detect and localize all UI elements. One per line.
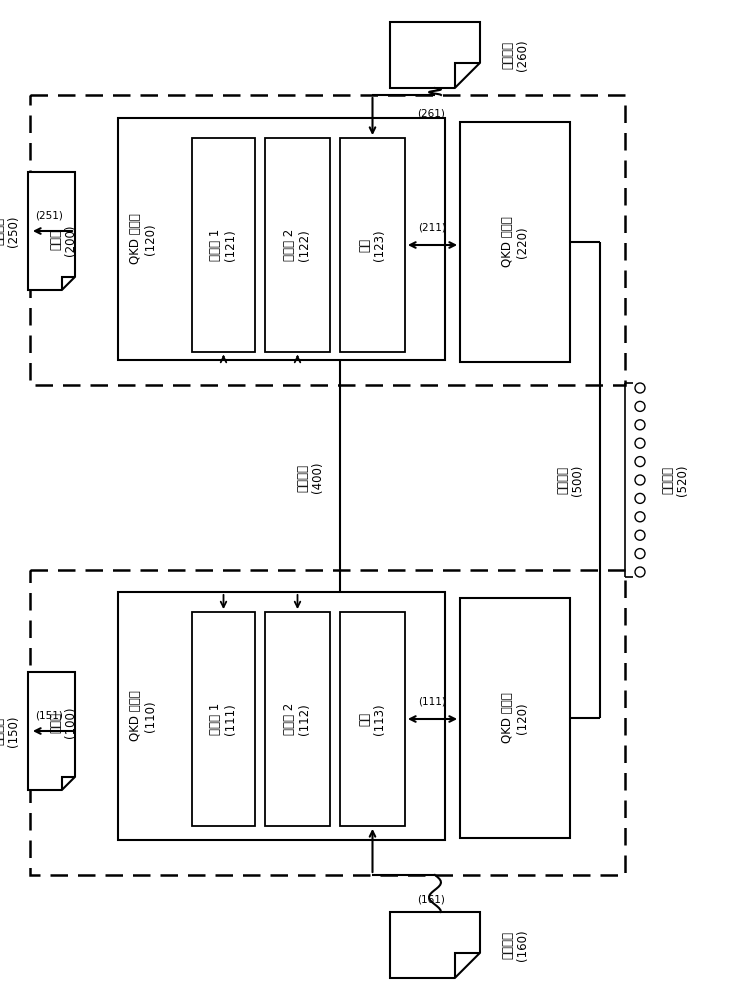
Bar [460,122,570,362]
Text: 服务信道
(400): 服务信道 (400) [296,462,324,493]
Polygon shape [390,912,480,978]
Bar [340,138,405,352]
Text: 接收机
(200): 接收机 (200) [49,224,77,256]
Text: QKD 发射机
(120): QKD 发射机 (120) [501,693,529,743]
Text: 定制参数
(160): 定制参数 (160) [501,929,529,961]
Bar [192,138,255,352]
Text: 控制器 2
(122): 控制器 2 (122) [284,229,312,261]
Bar [265,612,330,826]
Polygon shape [390,22,480,88]
Text: 量子比特
(520): 量子比特 (520) [661,464,689,496]
Text: 定制参数
(260): 定制参数 (260) [501,39,529,71]
Text: 控制器 1
(121): 控制器 1 (121) [209,229,237,261]
Bar [192,612,255,826]
Text: (261): (261) [417,108,445,118]
Text: (161): (161) [417,894,445,904]
Text: 开关
(113): 开关 (113) [359,703,387,735]
Text: QKD 控制器
(120): QKD 控制器 (120) [129,214,157,264]
Text: (111): (111) [418,697,446,707]
Text: 密钥材料
(150): 密钥材料 (150) [0,715,20,747]
Text: (151): (151) [35,711,63,721]
Text: 量子信道
(500): 量子信道 (500) [556,464,584,496]
Bar [340,612,405,826]
Bar [265,138,330,352]
Polygon shape [28,672,75,790]
Bar [30,95,625,385]
Text: QKD 接收机
(220): QKD 接收机 (220) [501,217,529,267]
Polygon shape [28,172,75,290]
Text: 开关
(123): 开关 (123) [359,229,387,261]
Text: QKD 控制器
(110): QKD 控制器 (110) [129,691,157,741]
Bar [118,118,445,360]
Text: 控制器 1
(111): 控制器 1 (111) [209,703,237,735]
Text: 密钥材料
(250): 密钥材料 (250) [0,215,20,247]
Text: (251): (251) [35,211,63,221]
Bar [118,592,445,840]
Text: 控制器 2
(112): 控制器 2 (112) [284,703,312,735]
Text: (211): (211) [418,223,446,233]
Bar [460,598,570,838]
Bar [30,570,625,875]
Text: 发射器
(100): 发射器 (100) [49,707,77,738]
